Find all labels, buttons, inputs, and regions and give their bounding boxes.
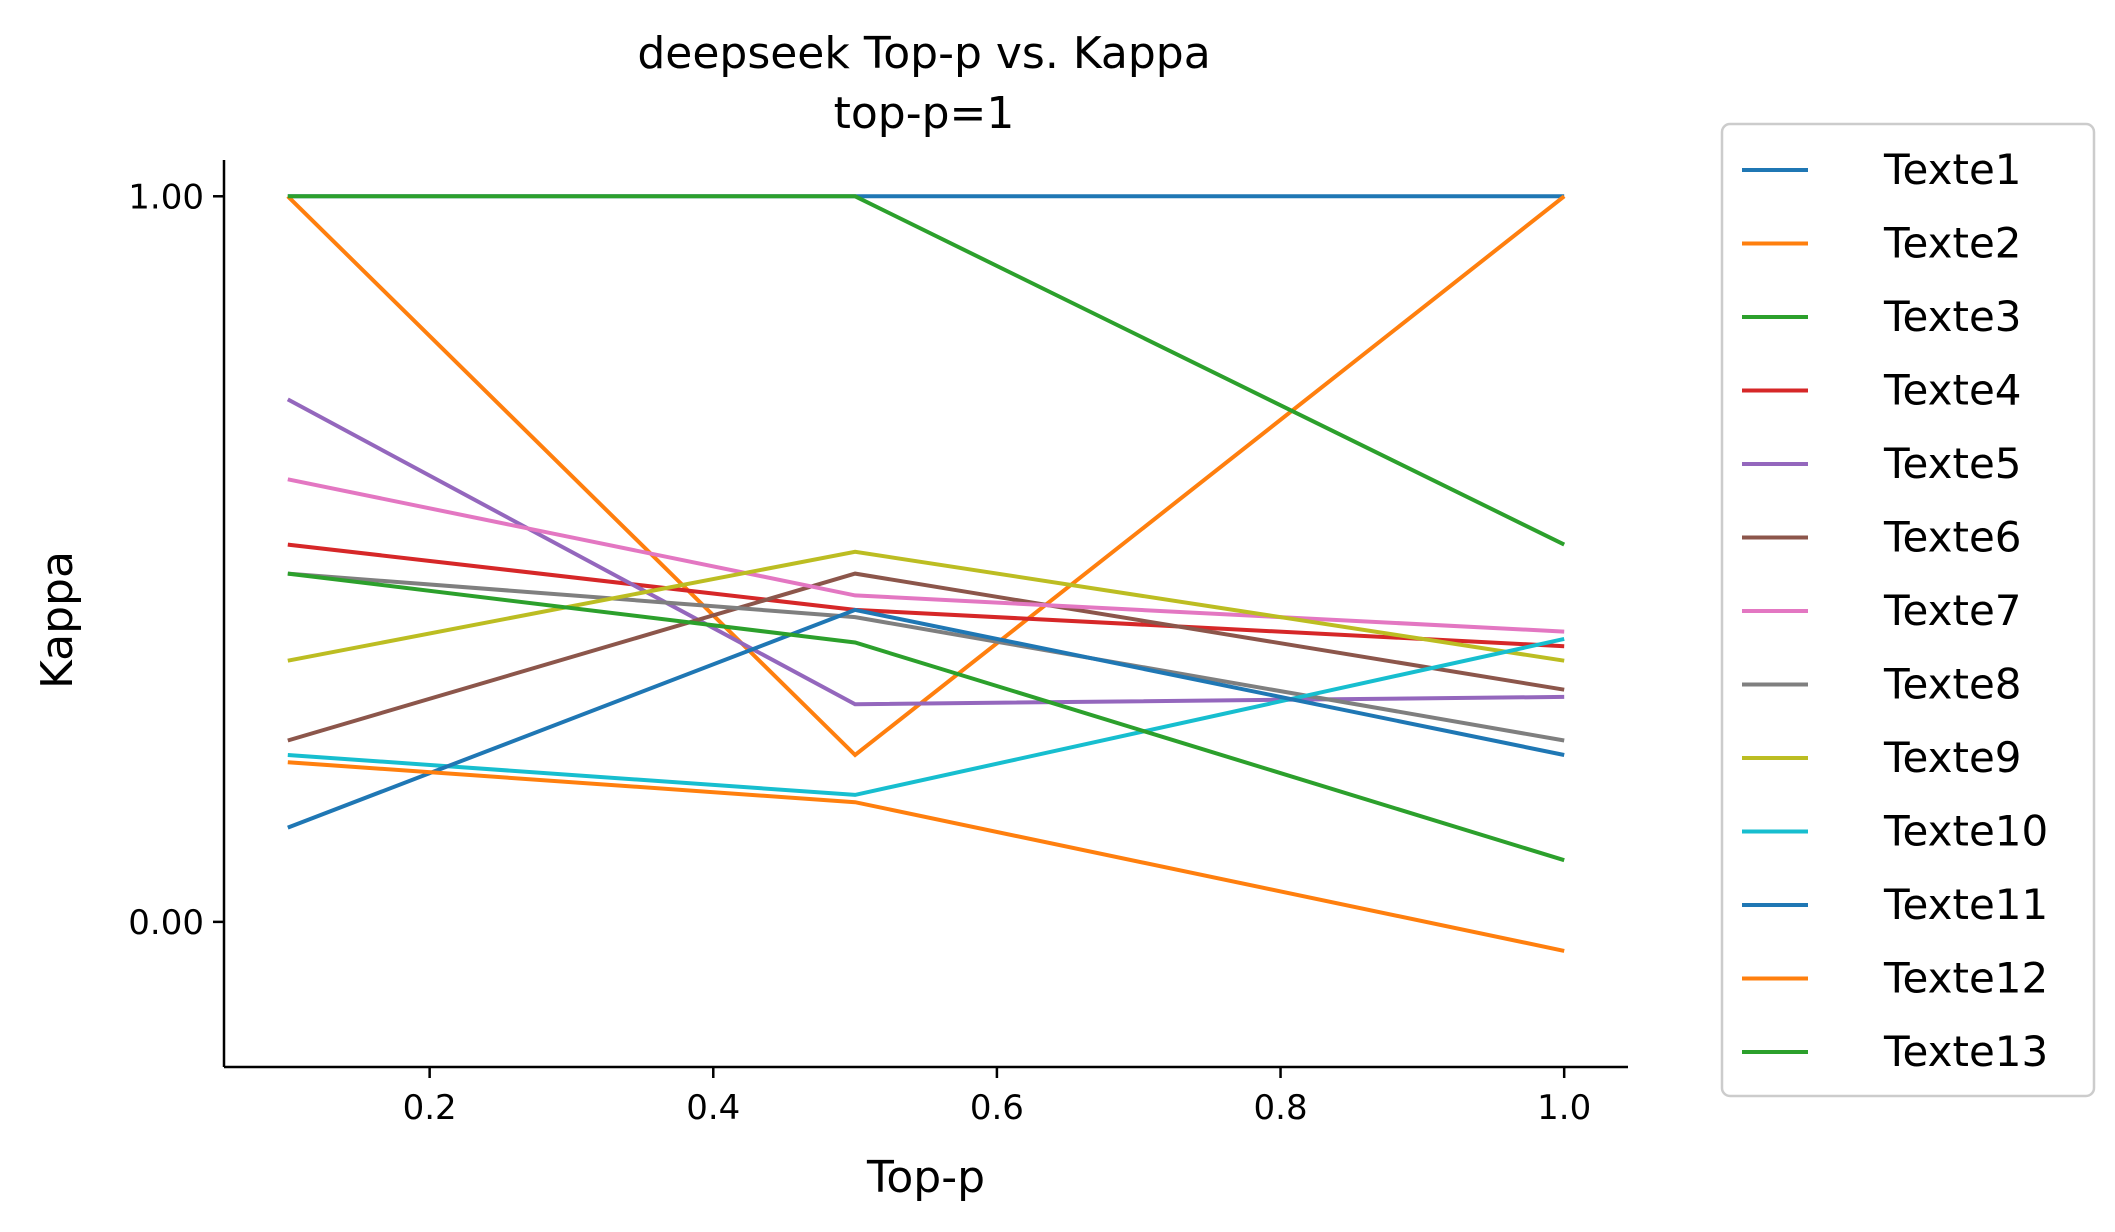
series-line-texte2 bbox=[286, 194, 1566, 758]
legend-item: Texte11 bbox=[1742, 880, 2048, 929]
legend-frame bbox=[1720, 122, 2096, 1098]
series-line-texte9 bbox=[287, 549, 1565, 663]
series-lines bbox=[286, 194, 1566, 953]
legend-label: Texte3 bbox=[1883, 292, 2022, 341]
legend-label: Texte10 bbox=[1883, 807, 2048, 856]
legend-label: Texte4 bbox=[1883, 366, 2022, 415]
x-tick-label: 0.2 bbox=[403, 1088, 457, 1128]
x-ticks: 0.2 0.4 0.6 0.8 1.0 bbox=[403, 1067, 1591, 1128]
legend-item: Texte1 bbox=[1742, 145, 2022, 194]
legend-label: Texte1 bbox=[1883, 145, 2022, 194]
legend-label: Texte11 bbox=[1883, 880, 2048, 929]
legend-item: Texte2 bbox=[1742, 219, 2022, 268]
y-tick-label: 1.00 bbox=[128, 177, 204, 217]
legend-item: Texte5 bbox=[1742, 439, 2022, 488]
series-line-texte11 bbox=[287, 607, 1565, 830]
legend-label: Texte7 bbox=[1883, 586, 2022, 635]
y-tick-label: 0.00 bbox=[128, 903, 204, 943]
chart-title: deepseek Top-p vs. Kappa bbox=[637, 28, 1210, 79]
legend-label: Texte12 bbox=[1883, 954, 2048, 1003]
legend-label: Texte8 bbox=[1883, 660, 2022, 709]
legend-item: Texte10 bbox=[1742, 807, 2048, 856]
legend-label: Texte5 bbox=[1883, 439, 2022, 488]
legend-item: Texte7 bbox=[1742, 586, 2022, 635]
series-line-texte7 bbox=[287, 477, 1565, 634]
x-axis-label: Top-p bbox=[866, 1152, 985, 1203]
x-tick-label: 0.8 bbox=[1254, 1088, 1308, 1128]
plot-area: 0.2 0.4 0.6 0.8 1.0 0.00 1.00 bbox=[128, 160, 1628, 1128]
legend-item: Texte6 bbox=[1742, 513, 2022, 562]
x-tick-label: 0.6 bbox=[970, 1088, 1024, 1128]
series-line-texte12 bbox=[287, 760, 1565, 953]
legend-item: Texte4 bbox=[1742, 366, 2022, 415]
legend-item: Texte9 bbox=[1742, 733, 2022, 782]
legend-item: Texte8 bbox=[1742, 660, 2022, 709]
legend: Texte1 Texte2 Texte3 Texte4 Texte5 Texte6 Text… bbox=[1720, 122, 2096, 1098]
x-tick-label: 1.0 bbox=[1537, 1088, 1591, 1128]
legend-item: Texte12 bbox=[1742, 954, 2048, 1003]
legend-label: Texte13 bbox=[1883, 1027, 2048, 1076]
y-axis-label: Kappa bbox=[32, 551, 83, 689]
series-line-texte6 bbox=[287, 571, 1565, 743]
chart-subtitle: top-p=1 bbox=[834, 88, 1015, 139]
legend-label: Texte2 bbox=[1883, 219, 2022, 268]
series-line-texte8 bbox=[287, 571, 1565, 743]
series-line-texte13 bbox=[287, 571, 1565, 863]
legend-items: Texte1 Texte2 Texte3 Texte4 Texte5 Texte6 Text… bbox=[1742, 145, 2048, 1076]
series-line-texte3 bbox=[287, 194, 1566, 547]
y-ticks: 0.00 1.00 bbox=[128, 177, 224, 943]
legend-item: Texte13 bbox=[1742, 1027, 2048, 1076]
legend-item: Texte3 bbox=[1742, 292, 2022, 341]
legend-label: Texte9 bbox=[1883, 733, 2022, 782]
series-line-texte10 bbox=[287, 636, 1565, 797]
x-tick-label: 0.4 bbox=[686, 1088, 740, 1128]
legend-label: Texte6 bbox=[1883, 513, 2022, 562]
